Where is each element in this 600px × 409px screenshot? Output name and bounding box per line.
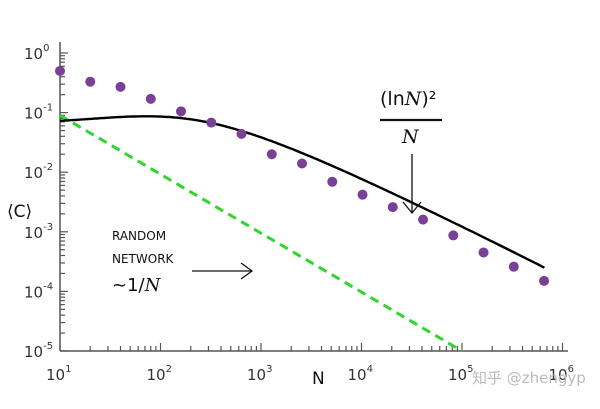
y-axis-label: ⟨C⟩	[7, 202, 32, 222]
svg-text:~1/N: ~1/N	[112, 275, 162, 296]
svg-text:10-3: 10-3	[24, 222, 53, 242]
tick-labels: 101 102 103 104 105 10610-510-410-310-210-110…	[24, 43, 574, 384]
random-network-annotation: RANDOM NETWORK ~1/N	[112, 229, 254, 296]
svg-text:RANDOM: RANDOM	[112, 229, 166, 243]
svg-text:NETWORK: NETWORK	[112, 252, 175, 266]
axes	[59, 42, 568, 352]
svg-text:100: 100	[24, 43, 49, 63]
svg-text:10-2: 10-2	[24, 162, 53, 182]
watermark: 知乎 @zhengyp	[472, 369, 586, 387]
svg-text:10-1: 10-1	[24, 103, 53, 123]
random-network-line	[59, 114, 463, 353]
formula-annotation: (lnN)² N	[380, 88, 442, 215]
svg-text:105: 105	[448, 364, 473, 384]
svg-text:10-5: 10-5	[24, 341, 53, 361]
theory-curve	[59, 115, 545, 269]
svg-text:N: N	[401, 126, 420, 148]
svg-text:104: 104	[348, 364, 373, 384]
svg-text:103: 103	[247, 364, 272, 384]
tick-marks	[59, 52, 564, 352]
svg-text:(lnN)²: (lnN)²	[380, 88, 436, 110]
svg-text:101: 101	[46, 364, 71, 384]
data-points	[55, 65, 550, 286]
svg-text:10-4: 10-4	[24, 281, 53, 301]
x-axis-label: N	[312, 369, 325, 389]
svg-text:102: 102	[147, 364, 172, 384]
